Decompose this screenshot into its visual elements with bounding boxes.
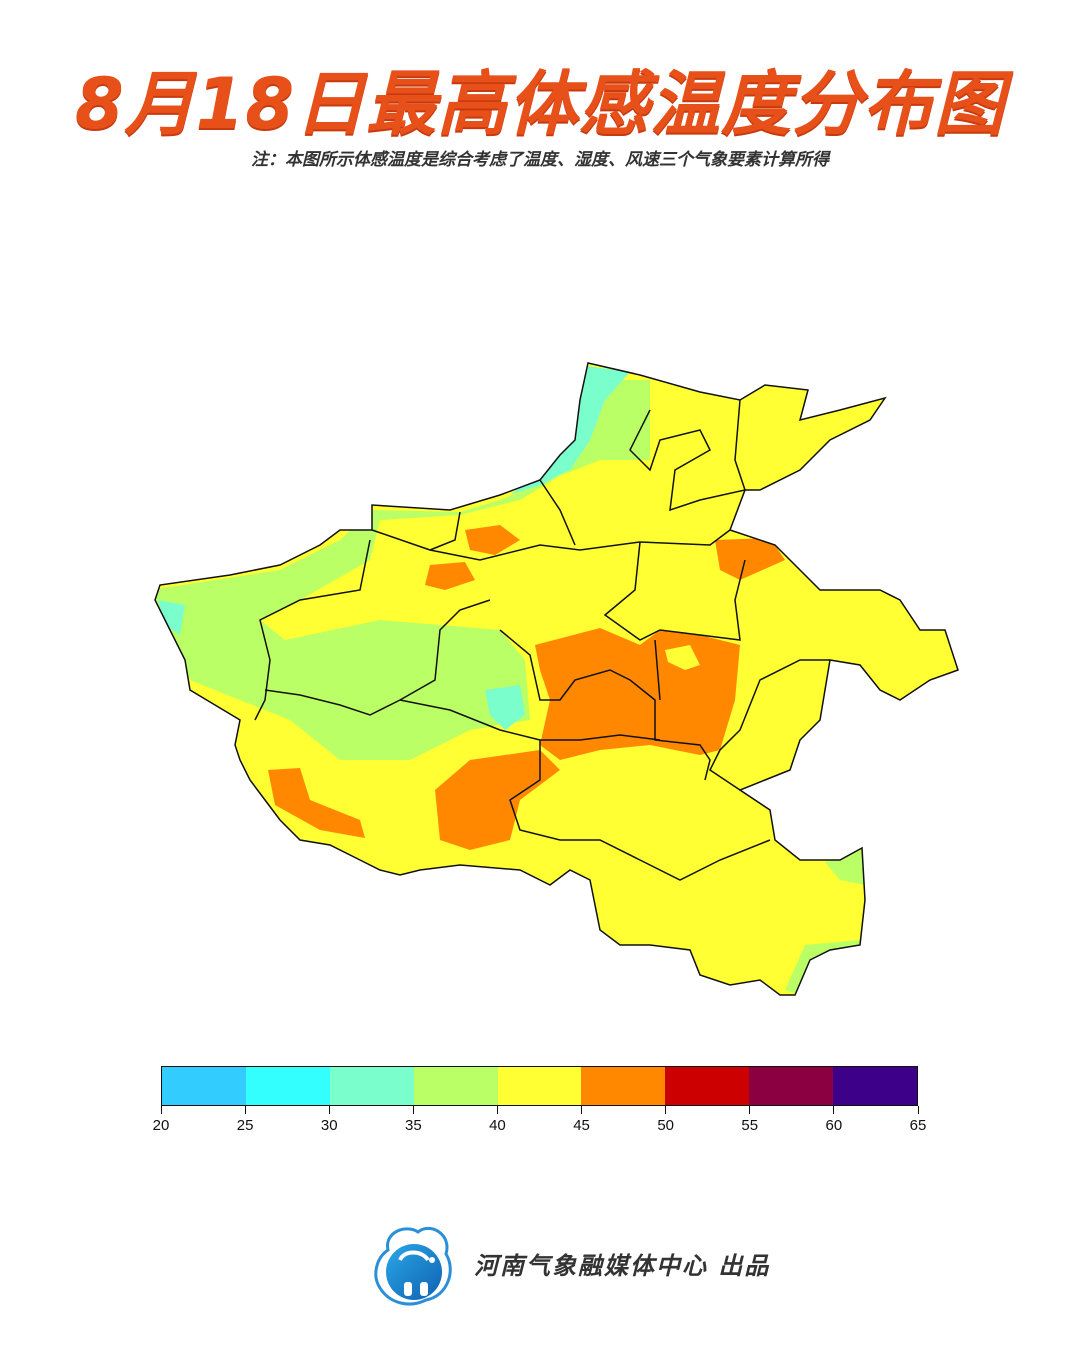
zone-45-50-north: [465, 525, 520, 555]
zone-35-40-west: [155, 380, 650, 760]
legend-tick-mark: [412, 1106, 414, 1114]
legend-swatch: [581, 1067, 666, 1105]
zone-40-45-pocket: [665, 645, 700, 670]
page-subtitle: 注：本图所示体感温度是综合考虑了温度、湿度、风速三个气象要素计算所得: [251, 150, 829, 170]
legend-tick-label: 40: [489, 1117, 506, 1134]
city-border: [539, 479, 576, 546]
legend-tick-mark: [833, 1106, 835, 1114]
legend-swatch: [497, 1067, 582, 1105]
legend-tick-label: 30: [320, 1117, 338, 1134]
legend-tick-label: 65: [909, 1117, 927, 1134]
zone-30-35-west: [158, 600, 185, 635]
city-border: [709, 659, 830, 791]
zone-30-35-center: [485, 685, 525, 730]
legend-tick-mark: [665, 1106, 667, 1114]
zone-45-50-south: [435, 750, 560, 850]
zone-40-45: [155, 363, 958, 995]
legend-swatch: [413, 1067, 498, 1105]
legend-tick-mark: [496, 1106, 498, 1114]
city-border: [429, 511, 461, 551]
legend-tick-mark: [244, 1106, 246, 1114]
legend-tick-mark: [328, 1106, 330, 1114]
footer-credit: 河南气象融媒体中心 出品: [474, 1250, 771, 1280]
legend-tick-label: 25: [236, 1117, 254, 1134]
legend-swatch: [329, 1067, 414, 1105]
legend-tick-mark: [581, 1106, 583, 1114]
city-border: [509, 740, 771, 881]
color-legend: [161, 1066, 918, 1106]
zone-45-50-east: [715, 538, 785, 580]
city-border: [603, 541, 746, 641]
legend-tick-label: 50: [657, 1117, 674, 1134]
city-border: [654, 639, 661, 701]
boundaries: [154, 362, 959, 996]
legend-tick-label: 60: [825, 1117, 843, 1134]
legend-tick-label: 45: [573, 1117, 590, 1134]
city-border: [499, 629, 711, 781]
footer: 河南气象融媒体中心 出品: [370, 1220, 770, 1306]
legend-tick-label: 20: [152, 1117, 170, 1134]
zone-35-40-east: [825, 850, 865, 885]
zone-30-35-north: [510, 365, 630, 495]
city-border: [371, 529, 731, 561]
legend-swatch: [749, 1067, 834, 1105]
legend-swatch: [162, 1067, 246, 1105]
zone-45-50-southwest: [268, 768, 365, 838]
legend-tick-label: 55: [741, 1117, 759, 1134]
legend-tick-mark: [160, 1106, 162, 1114]
legend-tick-mark: [749, 1106, 751, 1114]
legend-swatch: [665, 1067, 750, 1105]
legend-tick-mark: [917, 1106, 919, 1114]
legend-ticks: 20 25 30 35 40 45 50 55 60 65: [153, 1106, 926, 1136]
temperature-map: [154, 362, 959, 996]
legend-tick-label: 35: [404, 1117, 422, 1134]
city-border: [629, 399, 746, 512]
city-border: [254, 539, 371, 721]
zone-45-50-northwest: [425, 562, 475, 590]
legend-swatch: [245, 1067, 330, 1105]
elephant-cloud-logo-icon: [374, 1226, 452, 1306]
legend-swatch: [833, 1067, 918, 1105]
page-title: 8月18日最高体感温度分布图: [74, 63, 1006, 145]
